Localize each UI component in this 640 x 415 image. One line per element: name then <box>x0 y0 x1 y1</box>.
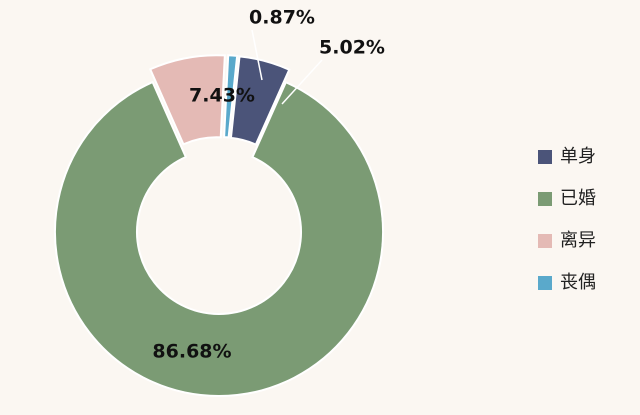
legend-label: 已婚 <box>560 188 596 209</box>
legend-label: 丧偶 <box>560 272 596 293</box>
legend-swatch <box>538 276 552 290</box>
value-label: 5.02% <box>319 37 385 59</box>
leader-line <box>281 59 323 105</box>
legend-swatch <box>538 150 552 164</box>
legend-swatch <box>538 234 552 248</box>
donut-segment <box>54 80 384 397</box>
legend-swatch <box>538 192 552 206</box>
value-label: 7.43% <box>189 85 255 107</box>
legend-label: 离异 <box>560 230 596 251</box>
donut-segment <box>229 55 291 146</box>
legend-label: 单身 <box>560 146 596 167</box>
donut-segment <box>223 54 239 139</box>
leader-line <box>251 29 263 81</box>
value-label: 86.68% <box>152 341 231 363</box>
value-label: 0.87% <box>249 7 315 29</box>
donut-segment <box>148 54 226 146</box>
